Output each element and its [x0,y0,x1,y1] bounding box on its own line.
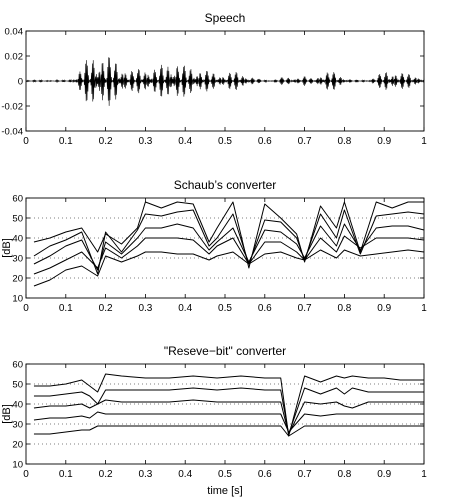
y-tick-label: 30 [12,254,23,265]
x-tick-label: 0.8 [337,469,351,480]
x-tick-label: 0.1 [59,303,73,314]
x-tick-label: 0.4 [178,303,192,314]
chart-title: Schaub’s converter [174,178,277,192]
y-tick-label: 0.02 [5,52,24,63]
series-line-3 [33,223,425,271]
chart-title: "Reseve−bit" converter [164,344,286,358]
schaub-converter-panel: 0 0.1 0.2 0.3 0.4 0.5 0.6 0.7 0.8 0.9 1 10 20 30 40 50 6… [1,178,427,314]
y-tick-label: -0.02 [1,102,23,113]
x-tick-label: 0.2 [99,469,113,480]
x-tick-label: 0 [23,469,29,480]
y-axis-label: [dB] [1,404,13,424]
x-tick-label: 0.8 [337,136,351,147]
x-axis-label: time [s] [207,485,242,497]
x-tick-label: 0.5 [218,136,232,147]
series-line-4 [33,235,425,275]
x-tick-label: 0.7 [298,303,312,314]
x-tick-label: 1 [421,136,427,147]
y-tick-label: 60 [12,360,23,371]
series-line-5 [33,249,425,287]
x-tick-label: 0.1 [59,469,73,480]
x-tick-label: 1 [421,469,427,480]
x-tick-label: 0.9 [377,136,391,147]
x-tick-label: 0.3 [138,136,152,147]
y-tick-label: -0.04 [1,127,23,138]
y-tick-label: 10 [12,460,23,471]
x-tick-label: 0.6 [258,303,272,314]
series-line-3 [33,399,424,435]
series-line-1 [33,373,424,437]
x-tick-label: 0.5 [218,303,232,314]
y-tick-label: 50 [12,380,23,391]
x-tick-label: 0.2 [99,303,113,314]
y-tick-label: 0.04 [5,27,24,38]
speech-waveform [25,57,425,106]
x-tick-label: 0.8 [337,303,351,314]
series-line-2 [33,209,425,275]
y-tick-label: 30 [12,420,23,431]
x-tick-label: 0.4 [178,469,192,480]
x-tick-label: 0.6 [258,469,272,480]
x-tick-label: 0 [23,303,29,314]
y-axis-label: [dB] [1,238,13,258]
y-tick-label: 10 [12,294,23,305]
x-tick-label: 0.3 [138,469,152,480]
x-tick-label: 0.9 [377,469,391,480]
x-tick-label: 0.2 [99,136,113,147]
y-tick-label: 20 [12,274,23,285]
series-line-5 [33,425,424,437]
series-line-4 [33,411,424,433]
x-tick-label: 0.4 [178,136,192,147]
y-tick-label: 40 [12,400,23,411]
x-tick-label: 0.6 [258,136,272,147]
y-tick-label: 60 [12,194,23,205]
reserve-bit-converter-panel: 0 0.1 0.2 0.3 0.4 0.5 0.6 0.7 0.8 0.9 1 10 20 30 40 50 6… [1,344,427,497]
series-line-2 [33,387,424,435]
x-tick-label: 0.5 [218,469,232,480]
x-tick-label: 0.7 [298,469,312,480]
speech-panel: 0 0.1 0.2 0.3 0.4 0.5 0.6 0.7 0.8 0.9 1 -0.04 -0.02 0… [1,11,427,147]
x-tick-label: 0.7 [298,136,312,147]
y-tick-label: 50 [12,214,23,225]
x-tick-label: 0.3 [138,303,152,314]
x-tick-label: 0 [23,136,29,147]
y-tick-label: 40 [12,234,23,245]
y-tick-label: 20 [12,440,23,451]
x-tick-label: 0.9 [377,303,391,314]
x-tick-label: 0.1 [59,136,73,147]
y-tick-label: 0 [18,77,23,88]
x-tick-label: 1 [421,303,427,314]
series-line-1 [33,201,424,269]
chart-title: Speech [205,11,246,25]
